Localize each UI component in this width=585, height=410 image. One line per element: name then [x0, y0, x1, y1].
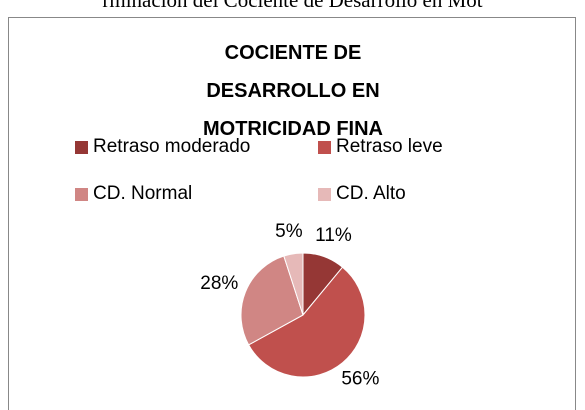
legend-label: Retraso moderado — [93, 136, 251, 157]
document-text: rminación del Cociente de Desarrollo en … — [102, 0, 483, 12]
data-label: 5% — [275, 221, 303, 242]
chart-title: COCIENTE DE DESARROLLO EN MOTRICIDAD FIN… — [203, 42, 383, 140]
legend-swatch — [75, 187, 88, 201]
pie-slice — [240, 255, 304, 346]
legend-item: CD. Alto — [318, 183, 406, 205]
legend-label: CD. Alto — [336, 183, 406, 204]
legend-item: Retraso leve — [318, 136, 443, 158]
legend-label: Retraso leve — [336, 136, 443, 157]
pie-slice — [247, 266, 366, 378]
data-label: 11% — [315, 225, 352, 246]
pie-slice — [283, 252, 304, 316]
data-label: 28% — [200, 273, 238, 294]
legend-swatch — [75, 140, 88, 154]
legend-swatch — [318, 187, 331, 201]
legend-item: Retraso moderado — [75, 136, 250, 158]
legend-item: CD. Normal — [75, 183, 192, 205]
data-label: 56% — [341, 369, 379, 390]
legend-label: CD. Normal — [93, 183, 193, 204]
legend-swatch — [318, 140, 331, 154]
